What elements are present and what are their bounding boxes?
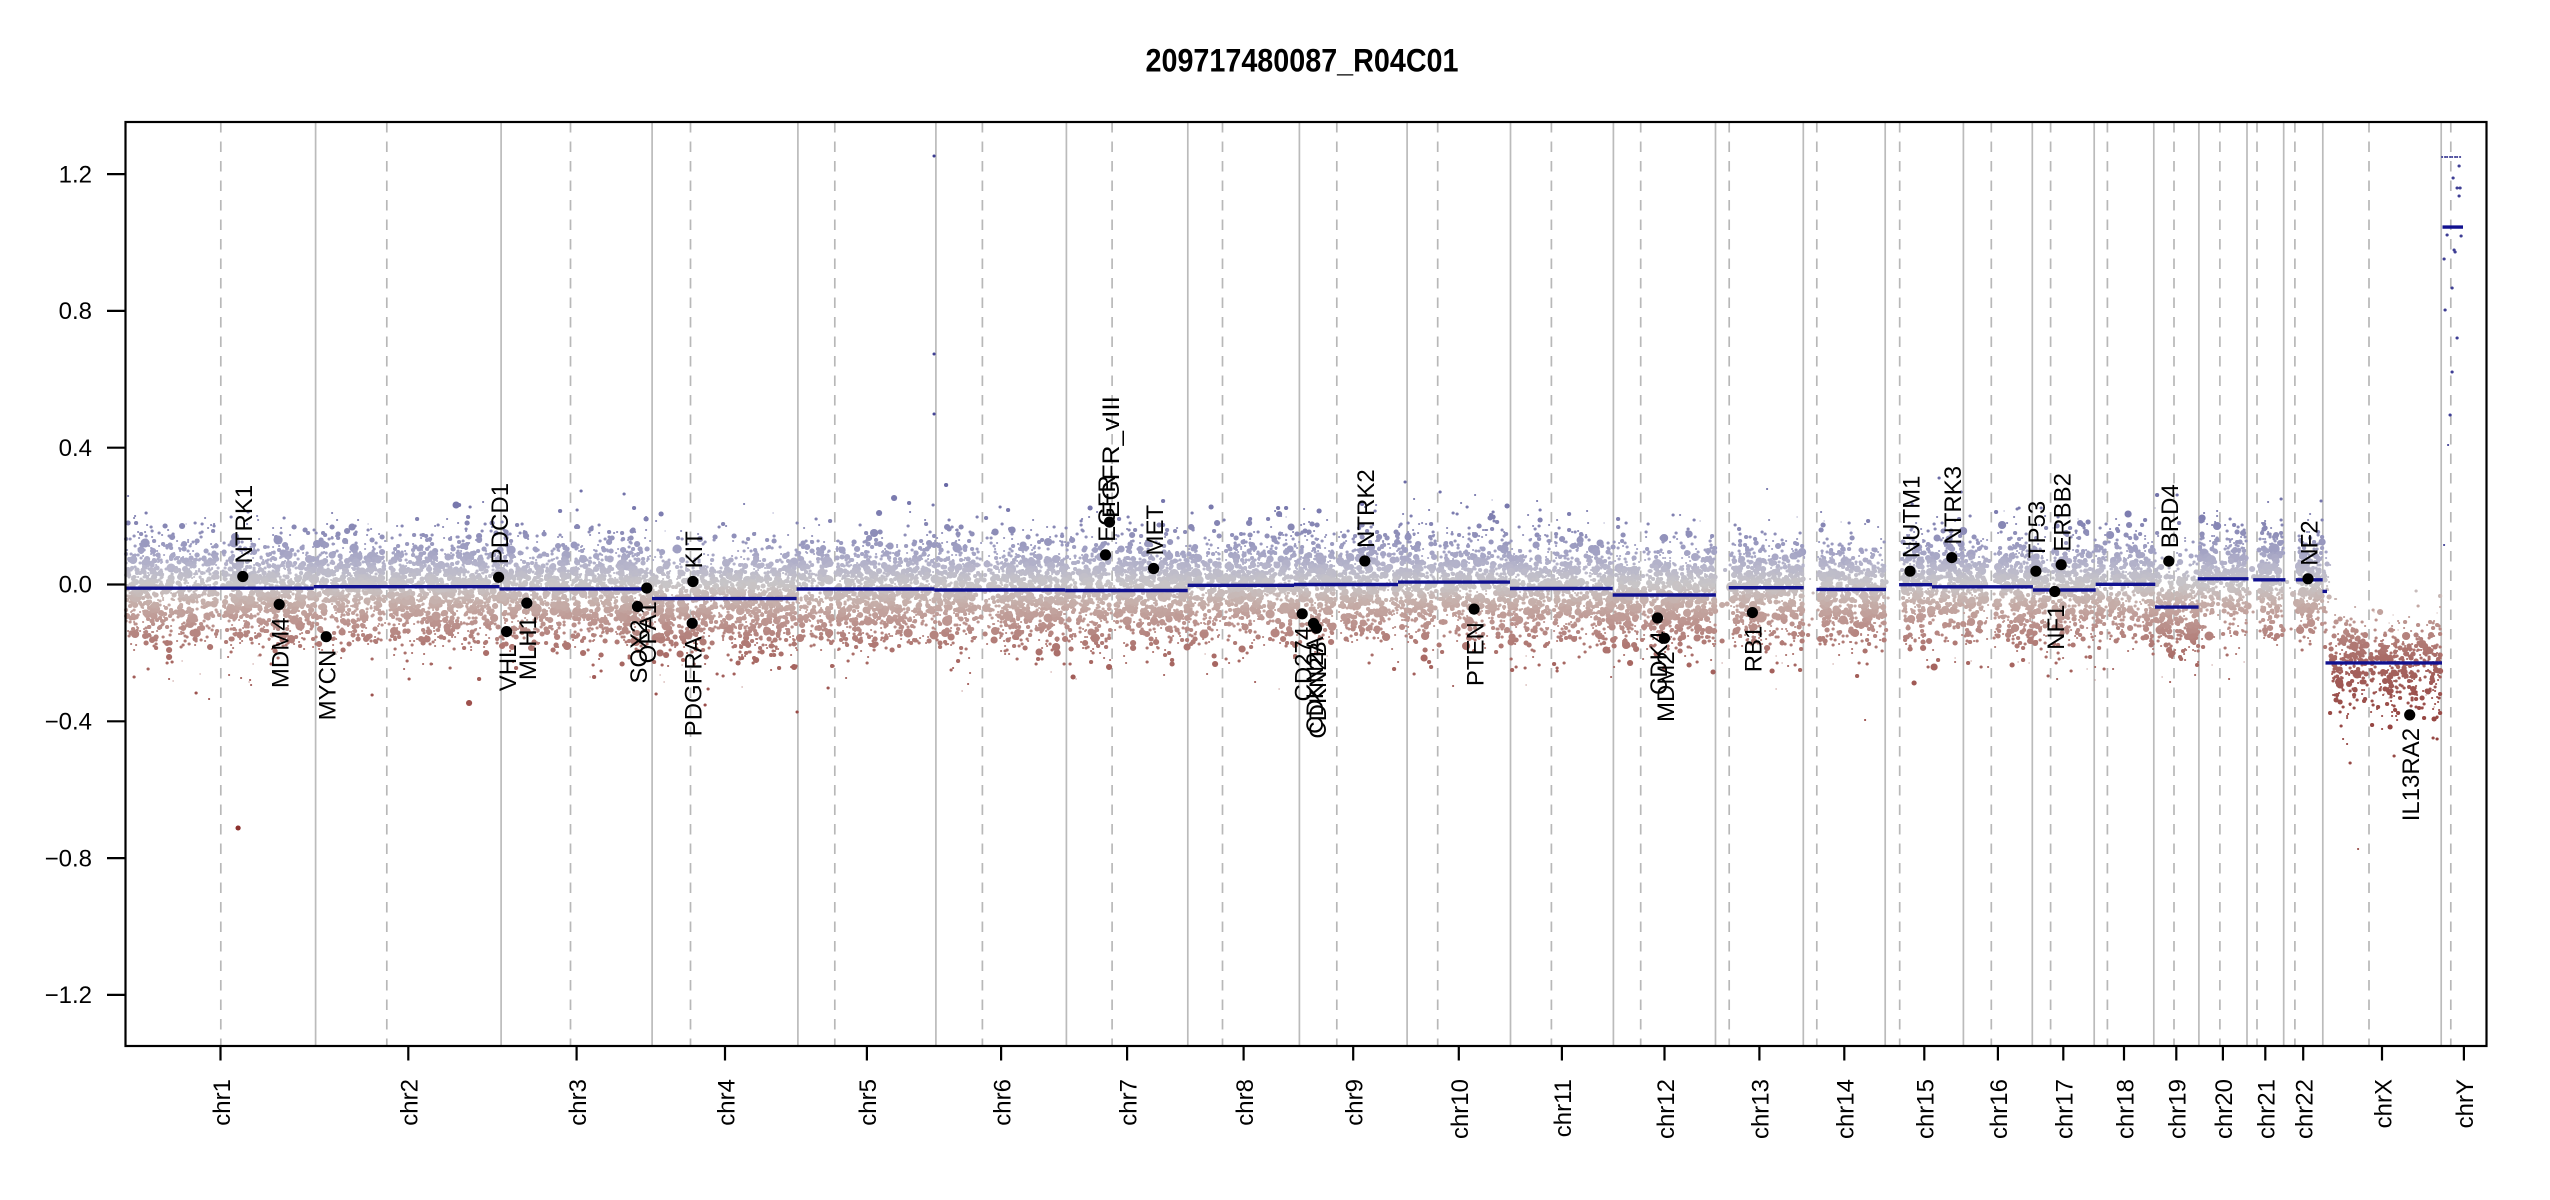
svg-text:chr1: chr1 (209, 1079, 236, 1126)
svg-text:VHL: VHL (495, 645, 522, 692)
svg-text:chr14: chr14 (1833, 1079, 1860, 1139)
svg-text:BRD4: BRD4 (2157, 484, 2184, 548)
svg-text:chr8: chr8 (1232, 1079, 1259, 1126)
svg-text:PDCD1: PDCD1 (487, 483, 514, 564)
svg-text:−1.2: −1.2 (45, 982, 92, 1009)
svg-text:chr18: chr18 (2112, 1079, 2139, 1139)
svg-text:chr3: chr3 (565, 1079, 592, 1126)
svg-text:PDGFRA: PDGFRA (681, 636, 708, 736)
svg-text:CDK4: CDK4 (1646, 631, 1673, 695)
svg-text:chr11: chr11 (1550, 1079, 1577, 1137)
svg-text:chr2: chr2 (397, 1079, 424, 1126)
svg-text:IL13RA2: IL13RA2 (2398, 728, 2425, 821)
svg-text:−0.4: −0.4 (45, 709, 92, 736)
svg-text:chr9: chr9 (1342, 1079, 1369, 1126)
svg-text:MLH1: MLH1 (515, 616, 542, 680)
svg-text:chr20: chr20 (2211, 1079, 2238, 1139)
svg-text:PTEN: PTEN (1462, 622, 1489, 686)
svg-text:chr5: chr5 (855, 1079, 882, 1126)
svg-text:chrY: chrY (2452, 1079, 2479, 1128)
svg-text:chr13: chr13 (1748, 1079, 1775, 1139)
svg-text:MDM2: MDM2 (1653, 651, 1680, 722)
svg-text:TP53: TP53 (2024, 501, 2051, 558)
svg-text:chr15: chr15 (1913, 1079, 1940, 1139)
svg-text:NTRK2: NTRK2 (1353, 469, 1380, 548)
svg-text:MET: MET (1142, 505, 1169, 556)
svg-text:NTRK3: NTRK3 (1940, 466, 1967, 545)
svg-text:chr19: chr19 (2165, 1079, 2192, 1139)
svg-text:chr4: chr4 (713, 1079, 740, 1126)
svg-text:0.8: 0.8 (59, 298, 92, 325)
svg-text:SOX2: SOX2 (626, 620, 653, 684)
svg-text:NF2: NF2 (2296, 520, 2323, 565)
svg-text:−0.8: −0.8 (45, 845, 92, 872)
svg-text:chr16: chr16 (1986, 1079, 2013, 1139)
svg-text:OPA1: OPA1 (635, 601, 662, 663)
svg-text:0.0: 0.0 (59, 572, 92, 599)
svg-text:chr17: chr17 (2052, 1079, 2079, 1139)
svg-text:CDKN2A: CDKN2A (1302, 637, 1329, 734)
svg-text:chr22: chr22 (2292, 1079, 2319, 1139)
svg-text:chr6: chr6 (989, 1079, 1016, 1126)
svg-text:CD274: CD274 (1291, 627, 1318, 702)
svg-text:EGFR_vIII: EGFR_vIII (1098, 396, 1125, 518)
svg-text:chr7: chr7 (1115, 1079, 1142, 1126)
svg-text:209717480087_R04C01: 209717480087_R04C01 (1146, 43, 1459, 79)
svg-text:chrX: chrX (2370, 1079, 2397, 1128)
svg-text:NUTM1: NUTM1 (1898, 476, 1925, 559)
svg-text:ERBB2: ERBB2 (2050, 473, 2077, 552)
svg-text:1.2: 1.2 (59, 161, 92, 188)
svg-text:NF1: NF1 (2043, 605, 2070, 650)
svg-text:MDM4: MDM4 (268, 617, 295, 688)
svg-text:chr10: chr10 (1447, 1079, 1474, 1139)
svg-text:0.4: 0.4 (59, 435, 92, 462)
svg-text:chr12: chr12 (1653, 1079, 1680, 1139)
svg-text:EGFR: EGFR (1094, 475, 1121, 542)
svg-text:MYCN: MYCN (315, 650, 342, 721)
svg-text:CDKN2B: CDKN2B (1305, 641, 1332, 738)
svg-text:RB1: RB1 (1741, 626, 1768, 673)
svg-text:chr21: chr21 (2254, 1079, 2281, 1139)
svg-text:KIT: KIT (681, 531, 708, 569)
svg-text:NTRK1: NTRK1 (231, 485, 258, 564)
